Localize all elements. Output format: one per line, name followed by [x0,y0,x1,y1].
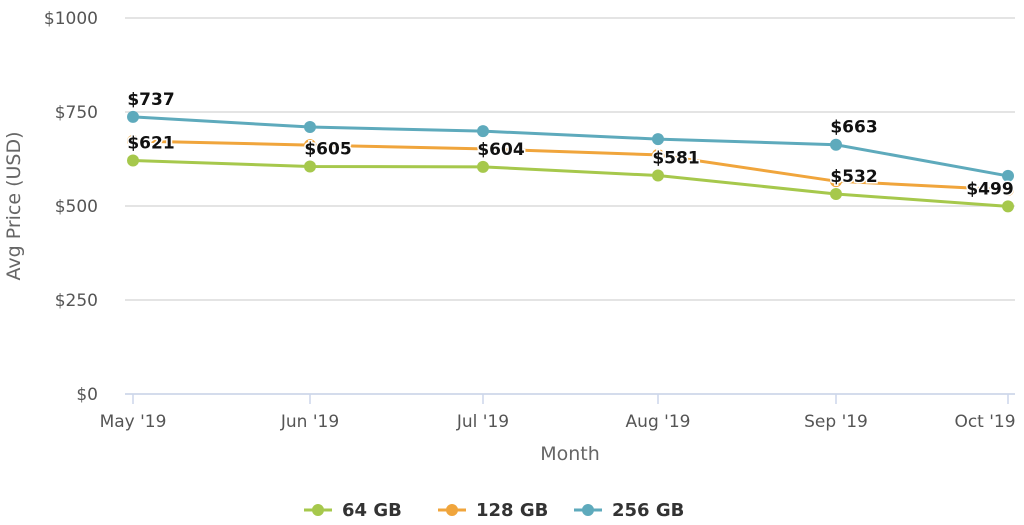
y-tick-label: $1000 [44,9,98,29]
data-label: $581 [652,149,699,169]
series-line-64-gb [132,159,1009,208]
legend-marker [582,504,594,516]
x-tick-label: Oct '19 [954,412,1015,432]
data-label: $532 [830,167,877,187]
y-tick-label: $500 [55,197,98,217]
legend-marker [446,504,458,516]
data-label: $499 [966,179,1013,199]
data-point-64-gb [304,160,316,173]
legend-item[interactable]: 128 GB [476,500,548,521]
data-point-64-gb [1002,200,1014,213]
series-line-256-gb [132,115,1009,178]
data-point-256-gb [127,110,139,123]
y-tick-label: $750 [55,103,98,123]
legend-item[interactable]: 64 GB [342,500,402,521]
data-label: $605 [304,140,351,160]
legend-item[interactable]: 256 GB [612,500,684,521]
legend-marker [312,504,324,516]
data-point-64-gb [830,187,842,200]
data-point-256-gb [1002,169,1014,182]
data-label: $737 [127,90,174,110]
data-point-128-gb [477,142,489,155]
data-label: $621 [127,134,174,154]
data-point-256-gb [830,138,842,151]
data-point-128-gb [127,134,139,147]
data-point-256-gb [477,125,489,138]
x-axis-title: Month [540,443,600,465]
y-tick-label: $250 [55,291,98,311]
y-tick-label: $0 [76,385,98,405]
data-point-64-gb [652,169,664,182]
data-point-64-gb [127,154,139,167]
series-line-128-gb [132,139,1009,192]
data-point-128-gb [304,139,316,152]
data-label: $604 [477,140,524,160]
data-point-256-gb [304,121,316,134]
data-point-64-gb [477,160,489,173]
y-axis-title: Avg Price (USD) [3,131,25,280]
data-point-128-gb [652,148,664,161]
x-tick-label: Sep '19 [804,412,868,432]
x-tick-label: May '19 [100,412,167,432]
data-point-128-gb [1002,183,1014,196]
x-tick-label: Jun '19 [280,412,339,432]
data-label: $663 [830,118,877,138]
data-point-256-gb [652,133,664,146]
x-tick-label: Aug '19 [626,412,691,432]
data-point-128-gb [830,175,842,188]
x-tick-label: Jul '19 [456,412,509,432]
